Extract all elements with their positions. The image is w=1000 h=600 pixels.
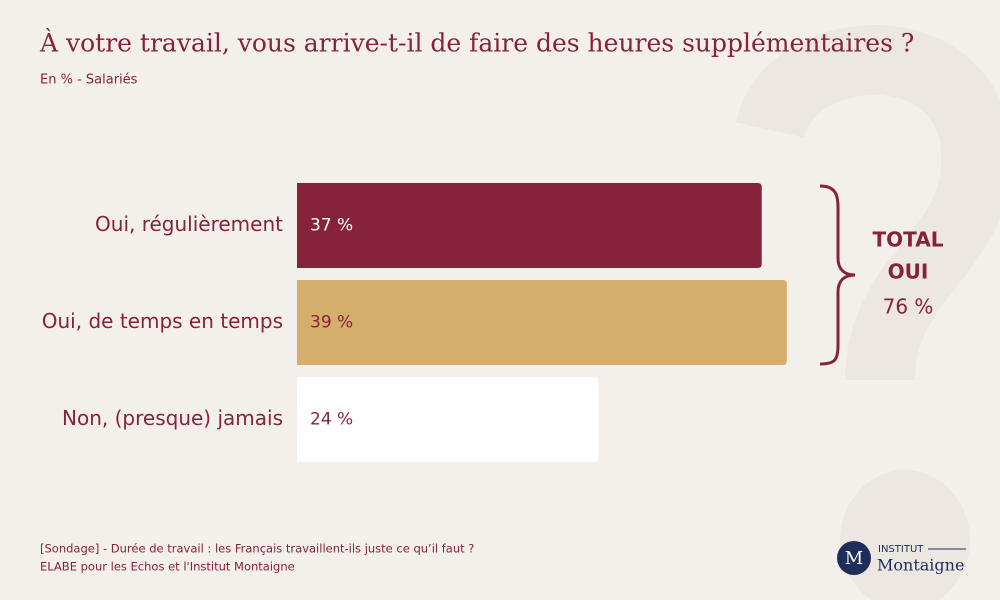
source: ELABE pour les Echos et l'Institut Monta… — [40, 560, 295, 574]
bar — [297, 183, 762, 268]
chart-subtitle: En % - Salariés — [40, 73, 138, 88]
brace — [819, 184, 856, 366]
bar — [297, 377, 599, 462]
category-label: Non, (presque) jamais — [62, 406, 283, 430]
category-label: Oui, de temps en temps — [42, 309, 283, 333]
value-label: 39 % — [310, 313, 353, 333]
value-label: 24 % — [310, 410, 353, 430]
logo-mark: M — [845, 548, 863, 569]
logo-top: INSTITUT — [878, 544, 924, 555]
background-question-mark — [735, 25, 1000, 600]
bar — [297, 280, 787, 365]
value-label: 37 % — [310, 216, 353, 236]
chart-title: À votre travail, vous arrive-t-il de fai… — [39, 29, 914, 58]
annotation-value: 76 % — [883, 295, 934, 319]
annotation-label: OUI — [888, 260, 929, 284]
logo-circle — [837, 541, 871, 575]
annotation-label: TOTAL — [873, 228, 944, 252]
category-label: Oui, régulièrement — [95, 212, 283, 236]
source: [Sondage] - Durée de travail : les Franç… — [40, 542, 474, 556]
logo-name: Montaigne — [877, 556, 964, 575]
